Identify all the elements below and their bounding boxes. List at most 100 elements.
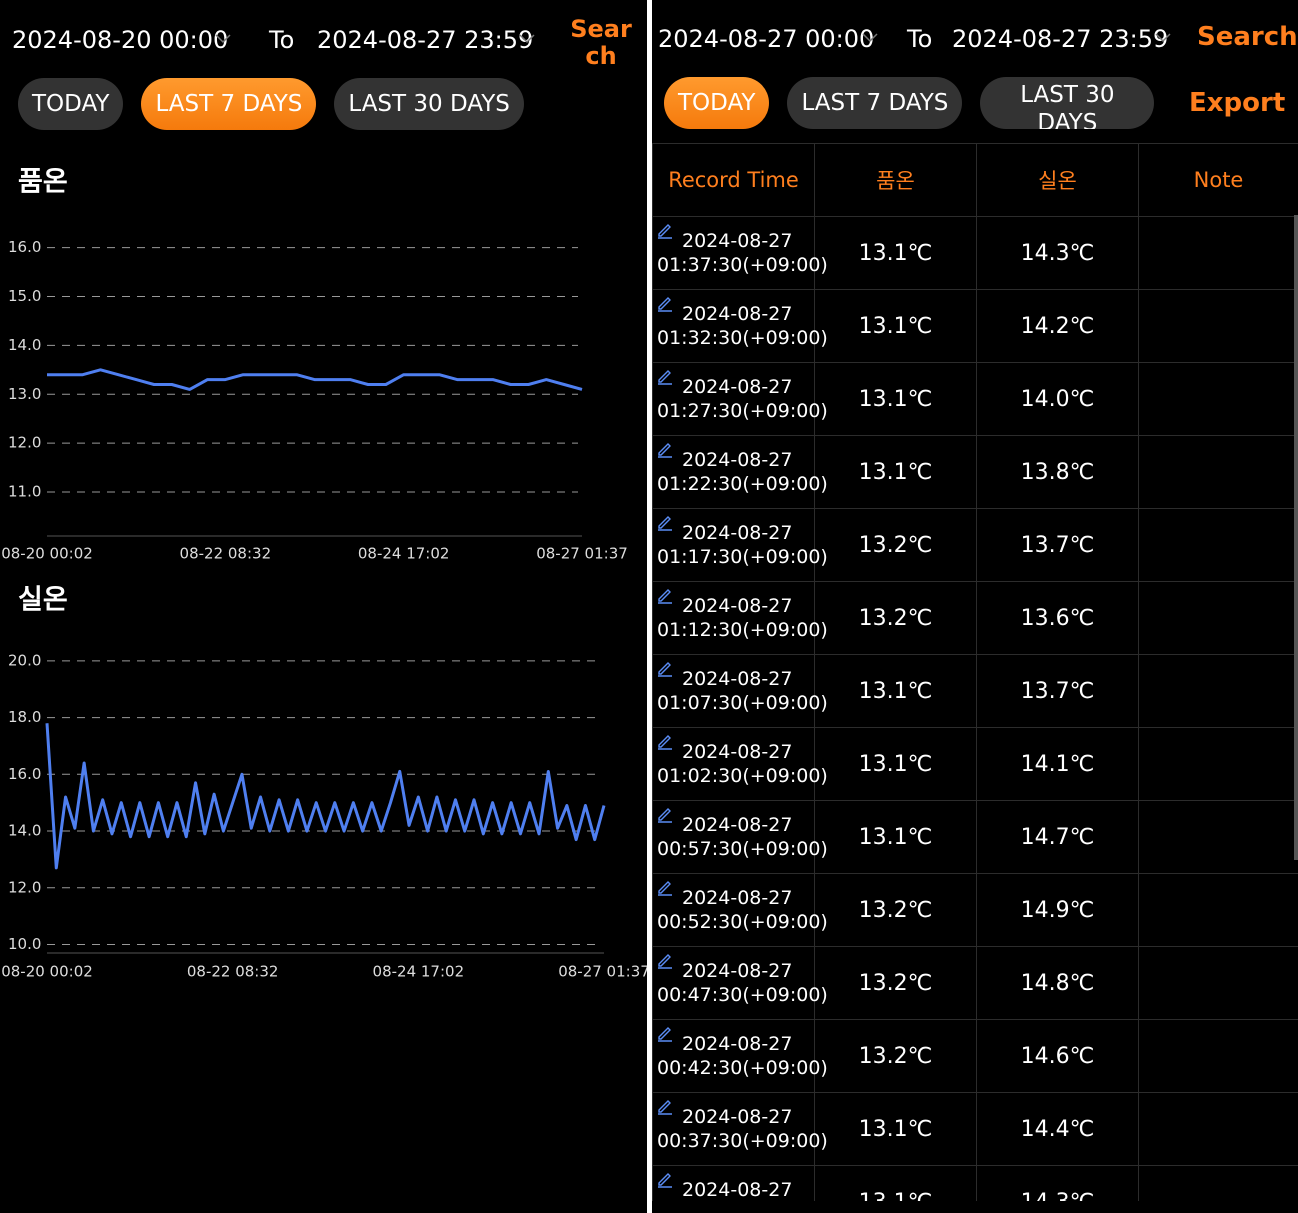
header-cell: Record Time (652, 143, 815, 217)
data-line (45, 723, 606, 870)
table-row: 2024-08-27 01:17:30(+09:00) 13.2℃ 13.7℃ (652, 508, 1298, 582)
record-time: 00:57:30(+09:00) (657, 838, 828, 860)
range-button[interactable]: LAST 7 DAYS (787, 77, 963, 129)
product-temp: 13.1℃ (814, 289, 977, 363)
record-date: 2024-08-27 (682, 595, 793, 617)
x-tick-label: 08-22 08:32 (187, 963, 279, 981)
edit-icon[interactable] (656, 294, 674, 312)
record-date: 2024-08-27 (682, 1033, 793, 1055)
range-button[interactable]: LAST 30 DAYS (334, 78, 524, 130)
edit-icon-shape (658, 297, 672, 312)
table-row: 2024-08-27 01:37:30(+09:00) 13.1℃ 14.3℃ (652, 216, 1298, 290)
range-button[interactable]: TODAY (664, 77, 770, 129)
to-date[interactable]: 2024-08-27 23:59 (952, 25, 1169, 53)
range-button[interactable]: TODAY (18, 78, 124, 130)
time-cell: 2024-08-27 01:12:30(+09:00) (652, 581, 828, 655)
product-temp: 13.2℃ (814, 1019, 977, 1093)
time-cell: 2024-08-27 01:02:30(+09:00) (652, 727, 828, 801)
to-date[interactable]: 2024-08-27 23:59 (317, 26, 534, 54)
charts: 품온 11.0 12.0 13.0 14.0 15.0 16.0 08-20 00:02 08-… (1, 167, 647, 981)
product-temp: 13.2℃ (814, 946, 977, 1020)
product-temp: 13.2℃ (814, 581, 977, 655)
time-cell: 2024-08-27 01:22:30(+09:00) (652, 435, 828, 509)
room-temp: 13.7℃ (976, 654, 1139, 728)
edit-icon-shape (658, 224, 672, 239)
edit-icon[interactable] (656, 878, 674, 896)
record-date: 2024-08-27 (682, 814, 793, 836)
search-button[interactable]: Search (1197, 22, 1298, 52)
time-cell: 2024-08-27 00:42:30(+09:00) (652, 1019, 828, 1093)
edit-icon[interactable] (656, 659, 674, 677)
chevron (862, 33, 878, 43)
note-cell (1138, 362, 1298, 436)
record-time: 01:17:30(+09:00) (657, 546, 828, 568)
edit-icon[interactable] (656, 586, 674, 604)
room-temp: 14.6℃ (976, 1019, 1139, 1093)
data-line (47, 368, 583, 391)
range-button[interactable]: LAST 7 DAYS (141, 78, 317, 130)
range-button[interactable]: LAST 30 DAYS (980, 77, 1155, 129)
record-date: 2024-08-27 (682, 449, 793, 471)
note-cell (1138, 1019, 1298, 1093)
edit-icon[interactable] (656, 221, 674, 239)
room-temp: 13.8℃ (976, 435, 1139, 509)
record-date: 2024-08-27 (682, 741, 793, 763)
y-tick-label: 20.0 (8, 651, 41, 669)
y-tick-label: 14.0 (8, 336, 41, 354)
note-cell (1138, 654, 1298, 728)
to-label: To (907, 25, 933, 53)
edit-icon[interactable] (656, 1170, 674, 1188)
edit-icon[interactable] (656, 805, 674, 823)
record-date: 2024-08-27 (682, 376, 793, 398)
record-time: 01:32:30(+09:00) (657, 327, 828, 349)
product-temp: 13.1℃ (814, 800, 977, 874)
time-cell: 2024-08-27 00:52:30(+09:00) (652, 873, 828, 947)
export-button[interactable]: Export (1189, 88, 1286, 118)
edit-icon[interactable] (656, 367, 674, 385)
note-cell (1138, 800, 1298, 874)
header-cell: 실온 (976, 143, 1139, 217)
edit-icon-shape (658, 516, 672, 531)
time-cell: 2024-08-27 01:37:30(+09:00) (652, 216, 828, 290)
record-date: 2024-08-27 (682, 960, 793, 982)
product-temp: 13.1℃ (814, 362, 977, 436)
header-cell: 품온 (814, 143, 977, 217)
y-tick-label: 13.0 (8, 385, 41, 403)
x-tick-label: 08-27 01:37 (536, 545, 628, 563)
from-date[interactable]: 2024-08-27 00:00 (658, 25, 875, 53)
from-date[interactable]: 2024-08-20 00:00 (12, 26, 229, 54)
product-temp: 13.1℃ (814, 654, 977, 728)
table-row: 2024-08-27 00:52:30(+09:00) 13.2℃ 14.9℃ (652, 873, 1298, 947)
edit-icon[interactable] (656, 440, 674, 458)
table-row: 2024-08-27 01:07:30(+09:00) 13.1℃ 13.7℃ (652, 654, 1298, 728)
search-button[interactable]: Search (570, 15, 632, 70)
room-temp: 14.9℃ (976, 873, 1139, 947)
record-time: 00:47:30(+09:00) (657, 984, 828, 1006)
product-temp: 13.1℃ (814, 727, 977, 801)
edit-icon[interactable] (656, 951, 674, 969)
x-tick-label: 08-22 08:32 (180, 545, 272, 563)
chevron (519, 34, 535, 44)
chevron (215, 34, 231, 44)
edit-icon[interactable] (656, 513, 674, 531)
note-cell (1138, 873, 1298, 947)
product-temp: 13.1℃ (814, 1165, 977, 1201)
table-row: 2024-08-27 01:12:30(+09:00) 13.2℃ 13.6℃ (652, 581, 1298, 655)
table-row: 2024-08-27 00:47:30(+09:00) 13.2℃ 14.8℃ (652, 946, 1298, 1020)
edit-icon-shape (658, 370, 672, 385)
record-table: Record Time 품온 실온 Note 2024-08-27 01:37:3… (652, 143, 1298, 1201)
record-time: 01:37:30(+09:00) (657, 254, 828, 276)
y-tick-label: 10.0 (8, 935, 41, 953)
room-temp: 14.3℃ (976, 216, 1139, 290)
edit-icon[interactable] (656, 732, 674, 750)
table-row: 2024-08-27 01:32:30(+09:00) 13.1℃ 14.2℃ (652, 289, 1298, 363)
record-date: 2024-08-27 (682, 887, 793, 909)
header-row: Record Time 품온 실온 Note (652, 143, 1298, 217)
edit-icon[interactable] (656, 1024, 674, 1042)
y-tick-label: 18.0 (8, 708, 41, 726)
edit-icon-shape (658, 1027, 672, 1042)
edit-icon[interactable] (656, 1097, 674, 1115)
